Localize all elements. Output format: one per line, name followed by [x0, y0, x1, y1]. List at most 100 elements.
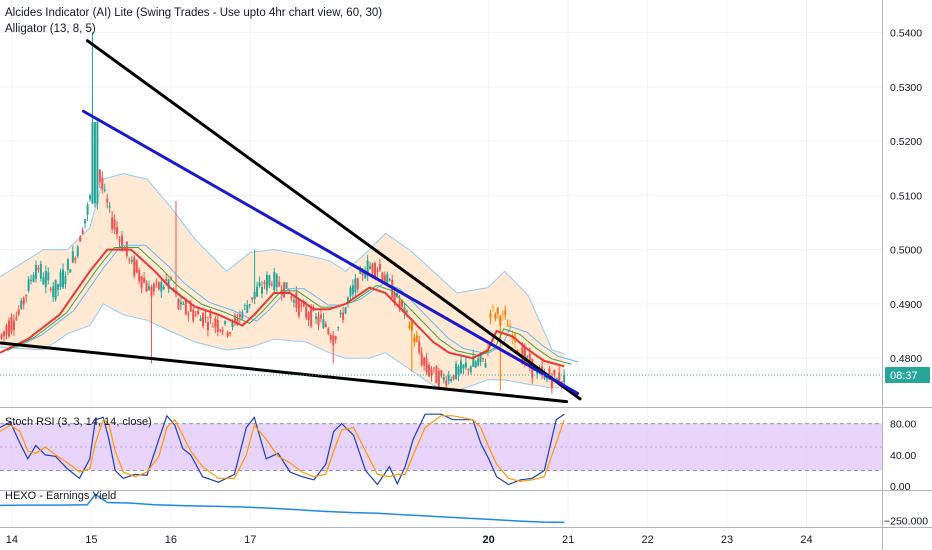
candle[interactable]: [415, 330, 418, 343]
candle[interactable]: [66, 257, 69, 276]
candle[interactable]: [550, 372, 553, 394]
candle[interactable]: [155, 278, 158, 288]
candle[interactable]: [300, 301, 303, 312]
candle[interactable]: [265, 271, 268, 295]
candle[interactable]: [211, 322, 214, 328]
candle[interactable]: [283, 282, 286, 299]
candle[interactable]: [403, 303, 406, 319]
candle[interactable]: [462, 364, 465, 375]
main-price-pane[interactable]: [0, 32, 882, 404]
candle[interactable]: [354, 273, 357, 297]
candle[interactable]: [138, 267, 141, 285]
candle[interactable]: [324, 321, 327, 328]
candle[interactable]: [553, 369, 556, 378]
candle[interactable]: [54, 279, 57, 302]
candle[interactable]: [270, 280, 273, 287]
candle[interactable]: [315, 312, 318, 324]
candle[interactable]: [57, 283, 60, 297]
candle[interactable]: [177, 298, 180, 311]
candle[interactable]: [108, 201, 111, 214]
candle[interactable]: [52, 281, 55, 302]
candle[interactable]: [27, 276, 30, 293]
candle[interactable]: [457, 364, 460, 382]
candle[interactable]: [93, 121, 96, 208]
candle[interactable]: [425, 353, 428, 375]
candle[interactable]: [130, 255, 133, 265]
candle[interactable]: [381, 271, 384, 282]
candle[interactable]: [386, 271, 389, 286]
candle[interactable]: [47, 267, 50, 285]
candle[interactable]: [464, 356, 467, 371]
candle[interactable]: [30, 274, 33, 285]
candle[interactable]: [268, 274, 271, 289]
candle[interactable]: [182, 301, 185, 306]
candle[interactable]: [64, 271, 67, 289]
candle[interactable]: [248, 304, 251, 309]
candle[interactable]: [204, 310, 207, 324]
candle[interactable]: [101, 171, 104, 194]
candle[interactable]: [246, 300, 249, 314]
candle[interactable]: [59, 268, 62, 291]
candle[interactable]: [423, 357, 426, 371]
candle[interactable]: [469, 365, 472, 375]
candle[interactable]: [214, 316, 217, 333]
hexo-label[interactable]: HEXO - Earnings Yield: [5, 490, 116, 502]
candle[interactable]: [482, 357, 485, 363]
candle[interactable]: [408, 321, 411, 330]
candle[interactable]: [477, 355, 480, 367]
candle[interactable]: [496, 306, 499, 319]
candle[interactable]: [317, 311, 320, 330]
candle[interactable]: [369, 261, 372, 270]
candle[interactable]: [42, 272, 45, 286]
candle[interactable]: [342, 306, 345, 324]
candle[interactable]: [563, 369, 566, 386]
candle[interactable]: [20, 297, 23, 311]
candle[interactable]: [44, 265, 47, 294]
candle[interactable]: [506, 319, 509, 327]
candle[interactable]: [106, 193, 109, 209]
candle[interactable]: [116, 221, 119, 239]
candle[interactable]: [216, 315, 219, 337]
candle[interactable]: [197, 307, 200, 315]
candle[interactable]: [15, 311, 18, 321]
candle[interactable]: [160, 278, 163, 299]
candle[interactable]: [69, 268, 72, 273]
candle[interactable]: [319, 310, 322, 323]
candle[interactable]: [79, 235, 82, 242]
candle[interactable]: [37, 264, 40, 273]
candle[interactable]: [413, 333, 416, 347]
candle[interactable]: [229, 331, 232, 337]
candle[interactable]: [3, 330, 6, 342]
alligator-label[interactable]: Alligator (13, 8, 5): [5, 23, 96, 35]
candle[interactable]: [260, 281, 263, 299]
candle[interactable]: [322, 312, 325, 329]
candle[interactable]: [143, 272, 146, 284]
candle[interactable]: [376, 267, 379, 278]
candle[interactable]: [455, 360, 458, 381]
candle[interactable]: [442, 373, 445, 384]
candle[interactable]: [388, 277, 391, 282]
candle[interactable]: [258, 276, 261, 288]
candle[interactable]: [329, 333, 332, 344]
candle[interactable]: [489, 309, 492, 325]
stoch-rsi-label[interactable]: Stoch RSI (3, 3, 14, 14, close): [5, 416, 152, 428]
candle[interactable]: [147, 280, 150, 291]
candle[interactable]: [383, 271, 386, 282]
candle[interactable]: [89, 193, 92, 202]
candle[interactable]: [118, 236, 121, 248]
candle[interactable]: [233, 313, 236, 326]
candle[interactable]: [140, 275, 143, 294]
candle[interactable]: [192, 306, 195, 323]
candle[interactable]: [292, 295, 295, 308]
candle[interactable]: [162, 284, 165, 291]
candle[interactable]: [86, 202, 89, 222]
candle[interactable]: [91, 32, 94, 204]
candle[interactable]: [356, 277, 359, 294]
candle[interactable]: [339, 309, 342, 318]
candle[interactable]: [34, 260, 37, 283]
candle[interactable]: [491, 304, 494, 313]
candle[interactable]: [459, 354, 462, 375]
stoch-d-line[interactable]: [0, 415, 565, 483]
candle[interactable]: [432, 367, 435, 374]
candle[interactable]: [150, 284, 153, 364]
